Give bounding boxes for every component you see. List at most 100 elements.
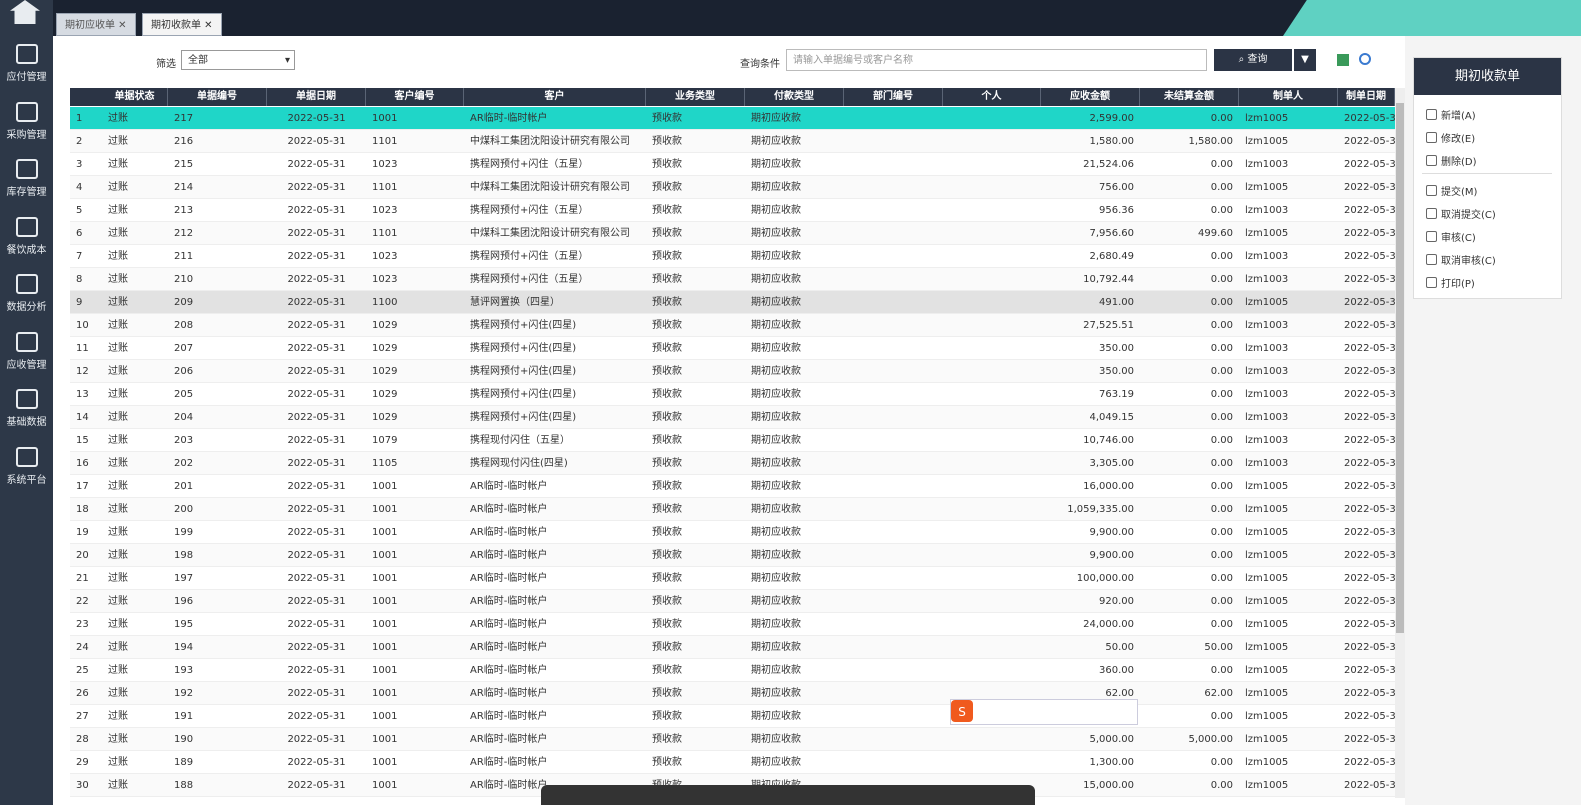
table-row[interactable] bbox=[70, 337, 1395, 360]
action-button[interactable]: 新增(A) bbox=[1426, 107, 1476, 122]
column-header[interactable]: 单据日期 bbox=[267, 88, 366, 106]
table-row[interactable] bbox=[70, 659, 1395, 682]
table-cell: 16 bbox=[76, 458, 89, 469]
action-button[interactable]: 取消审核(C) bbox=[1426, 252, 1496, 267]
action-button[interactable]: 取消提交(C) bbox=[1426, 206, 1496, 221]
action-button[interactable]: 打印(P) bbox=[1426, 275, 1475, 290]
table-cell: 过账 bbox=[108, 228, 128, 239]
table-cell: 1029 bbox=[372, 412, 398, 423]
action-button[interactable]: 审核(C) bbox=[1426, 229, 1476, 244]
table-row[interactable] bbox=[70, 153, 1395, 176]
table-row[interactable] bbox=[70, 176, 1395, 199]
table-row[interactable] bbox=[70, 728, 1395, 751]
action-button[interactable]: 提交(M) bbox=[1426, 183, 1477, 198]
column-header[interactable]: 应收金额 bbox=[1041, 88, 1140, 106]
nav-item[interactable]: 应收管理 bbox=[0, 331, 53, 371]
table-row[interactable] bbox=[70, 567, 1395, 590]
table-cell: 50.00 bbox=[1204, 642, 1233, 653]
refresh-icon[interactable] bbox=[1359, 53, 1371, 65]
column-header[interactable]: 制单日期 bbox=[1338, 88, 1395, 106]
table-row[interactable] bbox=[70, 245, 1395, 268]
table-cell: lzm1005 bbox=[1245, 757, 1289, 768]
table-cell: 2022-05-31 bbox=[1344, 136, 1395, 147]
nav-item[interactable]: 应付管理 bbox=[0, 44, 53, 83]
nav-item[interactable]: 系统平台 bbox=[0, 446, 53, 486]
table-row[interactable] bbox=[70, 636, 1395, 659]
nav-icon bbox=[15, 446, 38, 467]
filter-select[interactable]: 全部 ▾ bbox=[181, 50, 295, 70]
nav-label: 数据分析 bbox=[6, 302, 47, 313]
table-cell: 200 bbox=[174, 504, 194, 515]
table-cell: 2022-05-31 bbox=[287, 389, 346, 400]
home-icon[interactable] bbox=[10, 0, 40, 24]
nav-icon bbox=[15, 101, 38, 122]
table-cell: lzm1005 bbox=[1245, 136, 1289, 147]
table-row[interactable] bbox=[70, 498, 1395, 521]
table-cell: 预收款 bbox=[652, 366, 682, 377]
column-header[interactable]: 客户编号 bbox=[366, 88, 464, 106]
column-header[interactable]: 付款类型 bbox=[745, 88, 844, 106]
tab[interactable]: 期初收款单 ✕ bbox=[142, 13, 222, 36]
table-row[interactable] bbox=[70, 475, 1395, 498]
table-cell: 1001 bbox=[372, 481, 398, 492]
search-dropdown[interactable]: ▼ bbox=[1294, 49, 1316, 71]
table-cell: 2022-05-31 bbox=[287, 320, 346, 331]
table-row[interactable] bbox=[70, 590, 1395, 613]
column-header[interactable]: 制单人 bbox=[1239, 88, 1338, 106]
table-row[interactable] bbox=[70, 544, 1395, 567]
search-button[interactable]: ⌕ 查询 bbox=[1214, 49, 1292, 71]
table-row[interactable] bbox=[70, 429, 1395, 452]
table-cell: 1023 bbox=[372, 274, 398, 285]
table-row[interactable] bbox=[70, 291, 1395, 314]
nav-label: 基础数据 bbox=[6, 417, 47, 428]
table-cell: 763.19 bbox=[1099, 389, 1134, 400]
nav-item[interactable]: 基础数据 bbox=[0, 389, 53, 428]
table-cell: 202 bbox=[174, 458, 194, 469]
table-row[interactable] bbox=[70, 521, 1395, 544]
table-row[interactable] bbox=[70, 613, 1395, 636]
table-row[interactable] bbox=[70, 406, 1395, 429]
nav-item[interactable]: 数据分析 bbox=[0, 274, 53, 313]
table-cell: 188 bbox=[174, 780, 194, 791]
table-cell: lzm1005 bbox=[1245, 297, 1289, 308]
column-header[interactable]: 未结算金额 bbox=[1140, 88, 1239, 106]
action-button[interactable]: 删除(D) bbox=[1426, 153, 1477, 168]
table-cell: lzm1005 bbox=[1245, 642, 1289, 653]
table-cell: 3 bbox=[76, 159, 83, 170]
nav-item[interactable]: 库存管理 bbox=[0, 159, 53, 198]
table-row[interactable] bbox=[70, 199, 1395, 222]
table-cell: 920.00 bbox=[1099, 596, 1134, 607]
nav-item[interactable]: 餐饮成本 bbox=[0, 216, 53, 256]
action-button[interactable]: 修改(E) bbox=[1426, 130, 1475, 145]
table-row[interactable] bbox=[70, 360, 1395, 383]
column-header[interactable]: 个人 bbox=[943, 88, 1041, 106]
table-row[interactable] bbox=[70, 222, 1395, 245]
table-row[interactable] bbox=[70, 383, 1395, 406]
table-cell: 携程网预付+闪住(四星) bbox=[470, 389, 577, 400]
table-row[interactable] bbox=[70, 452, 1395, 475]
table-row[interactable] bbox=[70, 130, 1395, 153]
tab[interactable]: 期初应收单 ✕ bbox=[56, 13, 136, 36]
column-header[interactable]: 单据状态 bbox=[102, 88, 168, 106]
table-row[interactable] bbox=[70, 314, 1395, 337]
table-cell: 2022-05-31 bbox=[1344, 665, 1395, 676]
table-cell: 预收款 bbox=[652, 389, 682, 400]
nav-icon bbox=[15, 274, 38, 294]
table-cell: 2022-05-31 bbox=[287, 573, 346, 584]
table-row[interactable] bbox=[70, 107, 1395, 130]
table-cell: 2022-05-31 bbox=[1344, 458, 1395, 469]
table-cell: 预收款 bbox=[652, 274, 682, 285]
search-input[interactable]: 请输入单据编号或客户名称 bbox=[786, 49, 1207, 71]
table-row[interactable] bbox=[70, 268, 1395, 291]
table-cell: 1029 bbox=[372, 389, 398, 400]
table-cell: 携程网预付+闪住（五星） bbox=[470, 251, 589, 262]
column-header[interactable]: 客户 bbox=[464, 88, 646, 106]
nav-item[interactable]: 采购管理 bbox=[0, 101, 53, 141]
column-header[interactable]: 部门编号 bbox=[844, 88, 943, 106]
column-header[interactable]: 单据编号 bbox=[168, 88, 267, 106]
table-cell: 0.00 bbox=[1210, 665, 1233, 676]
column-header[interactable]: 业务类型 bbox=[646, 88, 745, 106]
table-row[interactable] bbox=[70, 751, 1395, 774]
export-icon[interactable] bbox=[1337, 54, 1349, 66]
table-cell: 期初应收款 bbox=[751, 366, 801, 377]
